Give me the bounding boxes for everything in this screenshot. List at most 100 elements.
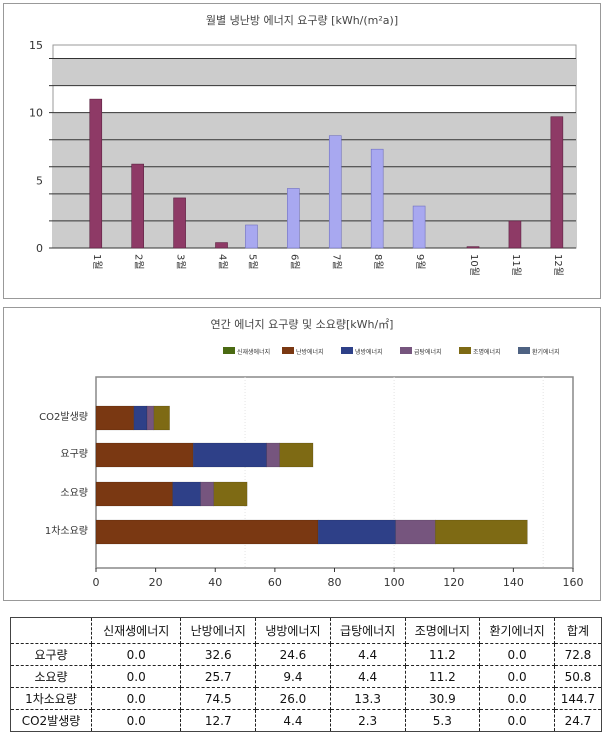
table-cell: 0.0 — [90, 643, 182, 666]
table-cell: 30.9 — [404, 687, 481, 710]
column-header: 합계 — [553, 617, 602, 644]
bar-segment — [200, 481, 215, 507]
x-tick-label: 3월 — [175, 254, 187, 270]
x-tick-label: 12월 — [552, 254, 564, 276]
column-header: 급탕에너지 — [329, 617, 406, 644]
monthly-energy-chart: 월별 냉난방 에너지 요구량 [kWh/(m²a)] 0 5 10 15 1월 2월 3월 4월… — [29, 14, 577, 276]
bar-segment — [213, 481, 248, 507]
bar-segment — [279, 442, 314, 468]
legend-label: 난방에너지 — [296, 348, 324, 356]
table-cell: 24.7 — [553, 709, 602, 732]
x-tick-label: 100 — [384, 576, 405, 589]
bar-segment — [133, 405, 148, 431]
x-tick-label: 80 — [328, 576, 342, 589]
y-tick-label: 1차소요량 — [45, 525, 88, 537]
bar-segment — [95, 442, 194, 468]
x-tick-label: 2월 — [133, 254, 145, 270]
grid-band — [53, 58, 576, 86]
x-tick-label: 6월 — [288, 254, 300, 270]
y-tick-label: 5 — [36, 174, 43, 187]
column-header: 환기에너지 — [479, 617, 555, 644]
bar-segment — [435, 519, 528, 545]
table-cell: 9.4 — [255, 665, 331, 688]
row-label: 요구량 — [10, 643, 92, 666]
table-cell: 72.8 — [553, 643, 602, 666]
legend-swatch — [282, 347, 294, 354]
bar-segment — [266, 442, 280, 468]
chart-title: 월별 냉난방 에너지 요구량 [kWh/(m²a)] — [206, 14, 398, 27]
x-tick-label: 5월 — [246, 254, 258, 270]
table-cell: 5.3 — [404, 709, 481, 732]
bar-segment — [172, 481, 201, 507]
table-cell: 25.7 — [180, 665, 257, 688]
table-row: 1차소요량 0.0 74.5 26.0 13.3 30.9 0.0 144.7 — [10, 687, 602, 710]
table-cell: 4.4 — [329, 643, 406, 666]
column-header: 냉방에너지 — [255, 617, 331, 644]
bar-2 — [131, 163, 144, 249]
column-header: 신재생에너지 — [90, 617, 182, 644]
x-tick-label: 4월 — [217, 254, 229, 270]
x-tick-label: 60 — [268, 576, 282, 589]
y-tick-label: 요구량 — [60, 448, 88, 460]
table-cell: 74.5 — [180, 687, 257, 710]
table-cell: 50.8 — [553, 665, 602, 688]
table-cell: 0.0 — [479, 643, 555, 666]
bar-9 — [412, 205, 426, 249]
legend-label: 급탕에너지 — [414, 348, 442, 356]
bar-segment — [153, 405, 170, 431]
bar-6 — [287, 188, 300, 249]
annual-chart-panel: 연간 에너지 요구량 및 소요량[kWh/㎡] 신재생에너지 난방에너지 냉방에너지 급… — [3, 307, 601, 601]
x-tick-label: 7월 — [330, 254, 342, 270]
table-row: 요구량 0.0 32.6 24.6 4.4 11.2 0.0 72.8 — [10, 643, 602, 666]
table-cell: 11.2 — [404, 665, 481, 688]
table-cell: 0.0 — [479, 709, 555, 732]
legend-swatch — [223, 347, 235, 354]
table-cell: 0.0 — [479, 687, 555, 710]
legend-swatch — [459, 347, 471, 354]
table-cell: 144.7 — [553, 687, 602, 710]
legend-label: 냉방에너지 — [355, 348, 383, 356]
table-cell: 0.0 — [90, 665, 182, 688]
table-cell: 4.4 — [255, 709, 331, 732]
chart-title: 연간 에너지 요구량 및 소요량[kWh/㎡] — [211, 318, 394, 331]
legend-swatch — [341, 347, 353, 354]
x-tick-label: 10월 — [468, 254, 480, 276]
bar-12 — [550, 116, 564, 249]
bar-3 — [173, 197, 186, 249]
bar-1 — [89, 98, 103, 249]
legend-label: 신재생에너지 — [237, 348, 270, 356]
x-tick-label: 9월 — [414, 254, 426, 270]
x-tick-label: 1월 — [91, 254, 103, 270]
bar-segment — [95, 405, 135, 431]
x-tick-label: 20 — [149, 576, 163, 589]
x-tick-label: 8월 — [372, 254, 384, 270]
column-header — [10, 617, 92, 644]
bar-segment — [95, 481, 173, 507]
bar-segment — [192, 442, 267, 468]
bar-segment — [95, 519, 319, 545]
table-cell: 0.0 — [90, 709, 182, 732]
table-cell: 26.0 — [255, 687, 331, 710]
annual-energy-chart: 연간 에너지 요구량 및 소요량[kWh/㎡] 신재생에너지 난방에너지 냉방에너지 급… — [39, 318, 584, 589]
row-label: CO2발생량 — [10, 709, 92, 732]
x-tick-label: 11월 — [510, 254, 522, 276]
row-label: 1차소요량 — [10, 687, 92, 710]
bar-segment — [317, 519, 396, 545]
bar-8 — [370, 148, 384, 249]
table-cell: 0.0 — [90, 687, 182, 710]
x-tick-label: 40 — [208, 576, 222, 589]
legend-swatch — [400, 347, 412, 354]
table-cell: 11.2 — [404, 643, 481, 666]
x-tick-label: 160 — [563, 576, 584, 589]
y-tick-label: 15 — [29, 39, 43, 52]
table-cell: 12.7 — [180, 709, 257, 732]
bar-7 — [328, 135, 342, 249]
table-cell: 24.6 — [255, 643, 331, 666]
table-cell: 13.3 — [329, 687, 406, 710]
x-tick-label: 0 — [93, 576, 100, 589]
legend-label: 환기에너지 — [532, 348, 560, 356]
table-cell: 4.4 — [329, 665, 406, 688]
table-row: CO2발생량 0.0 12.7 4.4 2.3 5.3 0.0 24.7 — [10, 709, 602, 732]
bar-10 — [466, 246, 480, 249]
bar-segment — [395, 519, 436, 545]
